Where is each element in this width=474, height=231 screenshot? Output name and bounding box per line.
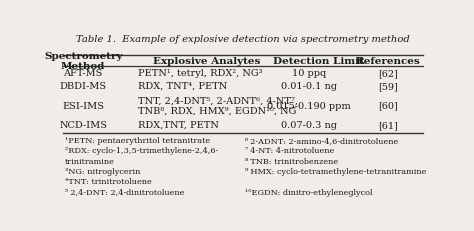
Text: TNT, 2,4-DNT⁵, 2-ADNT⁶, 4-NT⁷,
TNB⁸, RDX, HMX⁹, EGDN¹⁰, NG: TNT, 2,4-DNT⁵, 2-ADNT⁶, 4-NT⁷, TNB⁸, RDX… bbox=[138, 96, 298, 115]
Text: ³NG: nitroglycerin: ³NG: nitroglycerin bbox=[65, 167, 140, 175]
Text: AFT-MS: AFT-MS bbox=[64, 69, 103, 78]
Text: Spectrometry
Method: Spectrometry Method bbox=[44, 52, 122, 71]
Text: ⁴TNT: trinitrotoluene: ⁴TNT: trinitrotoluene bbox=[65, 177, 152, 185]
Text: ⁷ 4-NT: 4-nitrotoluene: ⁷ 4-NT: 4-nitrotoluene bbox=[245, 146, 334, 155]
Text: ESI-IMS: ESI-IMS bbox=[62, 101, 104, 110]
Text: 0.01-0.1 ng: 0.01-0.1 ng bbox=[281, 82, 337, 91]
Text: ¹PETN: pentaerythritol tetranitrate: ¹PETN: pentaerythritol tetranitrate bbox=[65, 136, 210, 144]
Text: ¹⁰EGDN: dinitro-ethyleneglycol: ¹⁰EGDN: dinitro-ethyleneglycol bbox=[245, 188, 372, 196]
Text: trinitramine: trinitramine bbox=[65, 157, 115, 165]
Text: ²RDX: cyclo-1,3,5-trimethylene-2,4,6-: ²RDX: cyclo-1,3,5-trimethylene-2,4,6- bbox=[65, 146, 218, 155]
Text: 10 ppq: 10 ppq bbox=[292, 69, 326, 78]
Text: [59]: [59] bbox=[378, 82, 398, 91]
Text: ⁹ HMX: cyclo-tetramethylene-tetranitramine: ⁹ HMX: cyclo-tetramethylene-tetranitrami… bbox=[245, 167, 426, 175]
Text: [62]: [62] bbox=[378, 69, 398, 78]
Text: PETN¹, tetryl, RDX², NG³: PETN¹, tetryl, RDX², NG³ bbox=[138, 69, 263, 78]
Text: Detection Limit: Detection Limit bbox=[273, 57, 364, 66]
Text: ⁵ 2,4-DNT: 2,4-dinitrotoluene: ⁵ 2,4-DNT: 2,4-dinitrotoluene bbox=[65, 188, 184, 196]
Text: ⁸ TNB: trinitrobenzene: ⁸ TNB: trinitrobenzene bbox=[245, 157, 338, 165]
Text: RDX, TNT⁴, PETN: RDX, TNT⁴, PETN bbox=[138, 82, 228, 91]
Text: RDX,TNT, PETN: RDX,TNT, PETN bbox=[138, 121, 219, 130]
Text: References: References bbox=[356, 57, 420, 66]
Text: ⁶ 2-ADNT: 2-amino-4,6-dinitrotoluene: ⁶ 2-ADNT: 2-amino-4,6-dinitrotoluene bbox=[245, 136, 398, 144]
Text: [60]: [60] bbox=[378, 101, 398, 110]
Text: Table 1.  Example of explosive detection via spectrometry method: Table 1. Example of explosive detection … bbox=[76, 35, 410, 44]
Text: 0.015-0.190 ppm: 0.015-0.190 ppm bbox=[267, 101, 351, 110]
Text: 0.07-0.3 ng: 0.07-0.3 ng bbox=[281, 121, 337, 130]
Text: NCD-IMS: NCD-IMS bbox=[59, 121, 107, 130]
Text: [61]: [61] bbox=[378, 121, 398, 130]
Text: DBDI-MS: DBDI-MS bbox=[60, 82, 107, 91]
Text: Explosive Analytes: Explosive Analytes bbox=[153, 57, 260, 66]
